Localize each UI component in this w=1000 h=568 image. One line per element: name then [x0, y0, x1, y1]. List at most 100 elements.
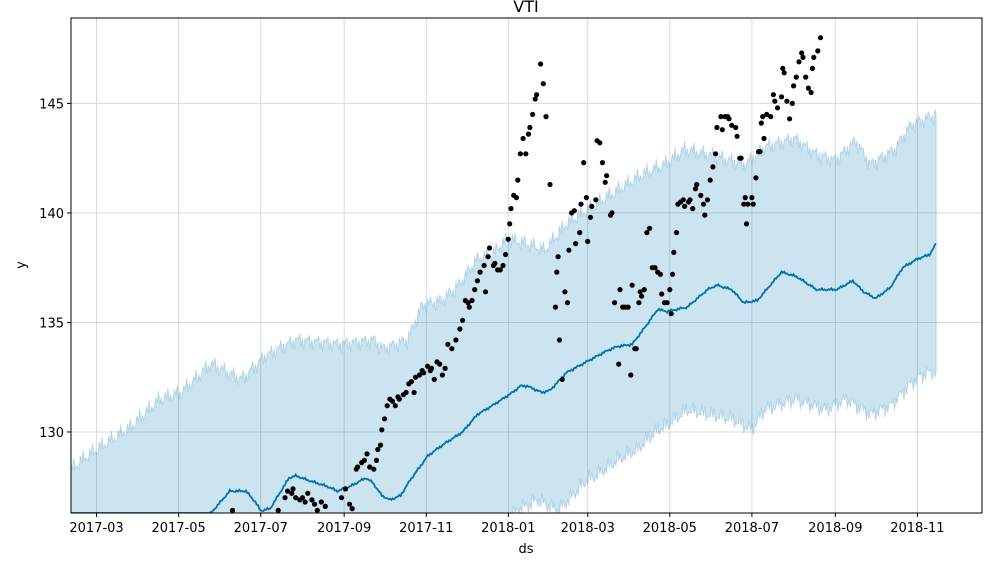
observed-point: [229, 507, 236, 513]
observed-point: [768, 114, 774, 120]
observed-point: [309, 497, 315, 503]
observed-point: [738, 155, 744, 161]
observed-point: [811, 54, 817, 61]
observed-point: [373, 457, 380, 463]
observed-point: [714, 124, 720, 131]
observed-point: [707, 177, 713, 183]
observed-point: [486, 245, 493, 251]
observed-point: [713, 151, 719, 157]
observed-point: [791, 83, 797, 89]
observed-point: [809, 65, 816, 71]
observed-point: [745, 201, 751, 207]
observed-point: [525, 131, 532, 137]
observed-point: [604, 173, 610, 179]
observed-point: [367, 464, 373, 470]
observed-point: [718, 114, 724, 120]
observed-point: [302, 499, 308, 505]
observed-point: [290, 486, 296, 492]
observed-point: [742, 195, 748, 201]
observed-point: [543, 114, 549, 120]
observed-point: [474, 278, 480, 284]
observed-point: [793, 74, 799, 80]
observed-point: [616, 361, 622, 367]
observed-point: [547, 181, 553, 188]
observed-point: [322, 503, 328, 509]
observed-point: [633, 346, 639, 352]
observed-point: [573, 241, 579, 247]
observed-point: [431, 376, 437, 382]
observed-point: [597, 140, 603, 146]
y-axis-label: y: [14, 261, 29, 269]
observed-point: [534, 92, 540, 98]
observed-point: [442, 365, 448, 371]
observed-point: [342, 486, 349, 492]
observed-point: [503, 251, 509, 258]
observed-point: [641, 287, 647, 293]
observed-point: [578, 201, 584, 207]
observed-point: [523, 151, 529, 157]
x-tick-label: 2017-09: [317, 521, 371, 536]
observed-point: [799, 50, 805, 56]
observed-point: [449, 346, 455, 352]
observed-point: [408, 379, 414, 385]
observed-point: [700, 201, 707, 207]
observed-point: [421, 370, 427, 376]
observed-point: [559, 376, 565, 382]
observed-point: [472, 287, 478, 293]
observed-point: [803, 74, 809, 80]
observed-point: [403, 389, 409, 396]
observed-point: [460, 317, 466, 323]
y-tick-label: 135: [39, 316, 64, 331]
x-tick-label: 2017-03: [69, 521, 123, 536]
x-tick-label: 2018-05: [643, 521, 697, 536]
observed-point: [416, 372, 423, 378]
observed-point: [758, 120, 764, 126]
observed-point: [453, 337, 459, 343]
observed-point: [733, 124, 739, 131]
observed-point: [772, 98, 778, 104]
x-tick-label: 2018-09: [808, 521, 862, 536]
observed-point: [293, 495, 299, 501]
observed-point: [299, 495, 306, 501]
observed-point: [520, 135, 526, 142]
observed-point: [664, 300, 670, 306]
observed-point: [485, 254, 491, 260]
observed-point: [796, 59, 802, 65]
observed-point: [377, 442, 384, 448]
observed-point: [305, 490, 311, 496]
observed-point: [750, 201, 756, 207]
observed-point: [743, 221, 750, 227]
observed-point: [540, 81, 546, 87]
observed-point: [581, 160, 587, 166]
observed-point: [492, 260, 498, 266]
x-tick-label: 2017-07: [234, 521, 288, 536]
observed-point: [760, 114, 766, 120]
observed-point: [507, 221, 513, 227]
observed-point: [346, 501, 353, 507]
observed-point: [609, 210, 615, 216]
observed-point: [379, 427, 385, 433]
observed-point: [318, 499, 324, 505]
x-tick-label: 2018-07: [725, 521, 779, 536]
observed-point: [275, 507, 281, 513]
observed-point: [439, 372, 445, 378]
plot-frame: [70, 17, 983, 514]
observed-point: [585, 238, 591, 244]
observed-point: [690, 206, 696, 212]
observed-point: [527, 124, 533, 131]
observed-point: [741, 201, 747, 207]
observed-point: [457, 326, 463, 332]
observed-point: [481, 262, 487, 269]
uncertainty-band: [71, 109, 937, 513]
observed-point: [639, 293, 645, 299]
observed-point: [482, 289, 489, 295]
observed-point: [789, 100, 795, 106]
observed-point: [364, 451, 370, 457]
observed-point: [612, 300, 618, 306]
observed-point: [698, 192, 704, 198]
observed-point: [445, 341, 451, 347]
observed-point: [647, 225, 653, 231]
observed-point: [349, 506, 355, 512]
observed-point: [396, 396, 402, 402]
observed-point: [770, 92, 777, 98]
